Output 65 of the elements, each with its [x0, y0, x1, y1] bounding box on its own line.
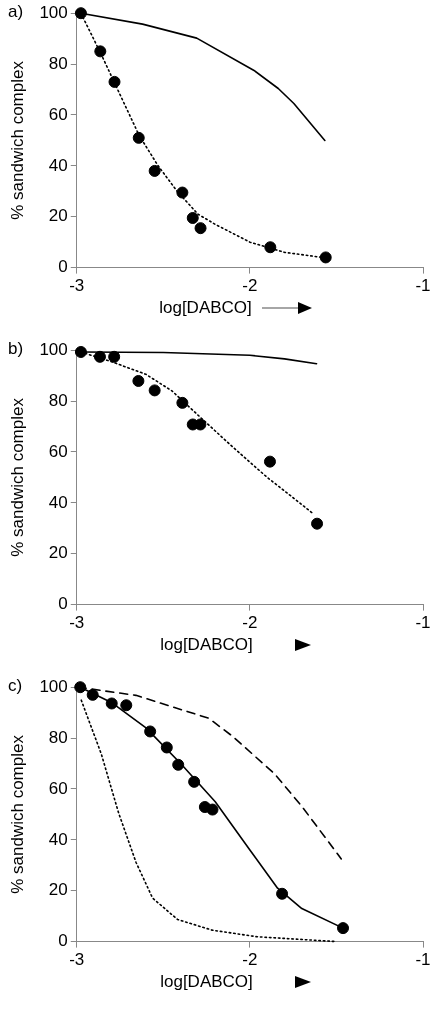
point — [74, 7, 87, 20]
x-axis-title: log[DABCO] — [160, 635, 253, 655]
point — [132, 131, 145, 144]
y-tick-label: 80 — [48, 53, 68, 73]
x-tick-label: -2 — [242, 276, 258, 296]
x-tick-label: -3 — [69, 276, 85, 296]
y-tick-label: 40 — [48, 829, 68, 849]
y-tick-label: 0 — [58, 931, 68, 951]
point — [93, 350, 106, 363]
point — [94, 45, 107, 58]
chart-title: c) — [8, 676, 23, 696]
point — [194, 222, 207, 235]
point — [148, 384, 161, 397]
y-tick-label: 100 — [39, 2, 68, 22]
point — [144, 725, 157, 738]
point — [264, 241, 277, 254]
point — [160, 741, 173, 754]
x-axis-title: log[DABCO] — [159, 298, 252, 318]
y-tick-label: 20 — [48, 880, 68, 900]
point — [276, 887, 289, 900]
point — [148, 164, 161, 177]
point — [176, 186, 189, 199]
point — [108, 75, 121, 88]
x-tick-label: -1 — [415, 276, 431, 296]
x-tick-label: -2 — [242, 613, 258, 633]
point — [176, 396, 189, 409]
point — [105, 697, 118, 710]
point — [132, 374, 145, 387]
point — [120, 699, 133, 712]
point — [311, 517, 324, 530]
y-axis-title: % sandwich complex — [7, 60, 27, 220]
x-tick-label: -3 — [69, 613, 85, 633]
y-tick-label: 0 — [58, 594, 68, 614]
y-tick-label: 0 — [58, 257, 68, 277]
point — [74, 681, 87, 694]
y-tick-label: 20 — [48, 543, 68, 563]
point — [186, 211, 199, 224]
x-tick-label: -1 — [415, 950, 431, 970]
point — [172, 758, 185, 771]
point — [74, 345, 87, 358]
y-tick-label: 100 — [39, 339, 68, 359]
point — [319, 251, 332, 264]
y-tick-label: 60 — [48, 778, 68, 798]
chart-title: a) — [8, 2, 24, 22]
point — [337, 922, 350, 935]
point — [86, 688, 99, 701]
point — [108, 350, 121, 363]
y-axis-title: % sandwich complex — [7, 397, 27, 557]
y-tick-label: 60 — [48, 441, 68, 461]
y-tick-label: 60 — [48, 104, 68, 124]
chart-title: b) — [8, 339, 24, 359]
y-axis-title: % sandwich complex — [7, 734, 27, 894]
x-axis-title: log[DABCO] — [160, 972, 253, 992]
y-tick-label: 40 — [48, 155, 68, 175]
x-tick-label: -2 — [242, 950, 258, 970]
point — [206, 803, 219, 816]
point — [263, 455, 276, 468]
y-tick-label: 40 — [48, 492, 68, 512]
point — [188, 775, 201, 788]
x-tick-label: -3 — [69, 950, 85, 970]
y-tick-label: 80 — [48, 390, 68, 410]
x-tick-label: -1 — [415, 613, 431, 633]
y-tick-label: 20 — [48, 206, 68, 226]
y-tick-label: 80 — [48, 727, 68, 747]
y-tick-label: 100 — [39, 676, 68, 696]
